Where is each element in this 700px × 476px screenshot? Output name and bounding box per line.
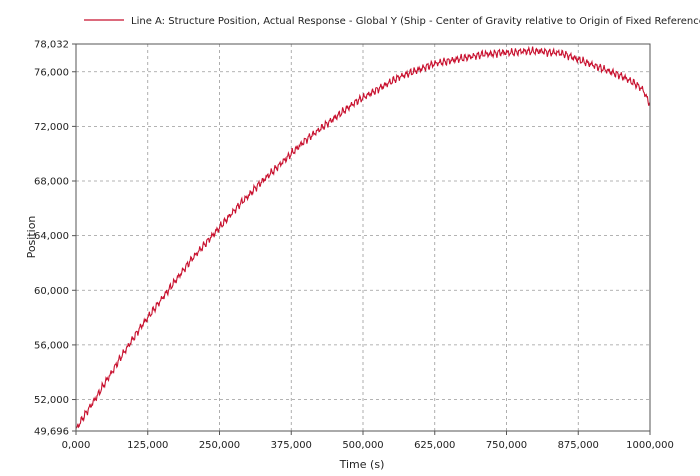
y-tick-label: 49,696 bbox=[34, 427, 69, 438]
grid bbox=[76, 44, 650, 431]
y-tick-label: 72,000 bbox=[34, 122, 69, 133]
y-tick-label: 60,000 bbox=[34, 286, 69, 297]
x-axis: 0,000 125,000 250,000 375,000 500,000 625,000… bbox=[62, 431, 674, 451]
y-axis-title: Position bbox=[25, 216, 38, 259]
x-tick-label: 250,000 bbox=[199, 440, 240, 451]
x-tick-label: 500,000 bbox=[342, 440, 383, 451]
x-tick-label: 375,000 bbox=[271, 440, 312, 451]
x-tick-label: 875,000 bbox=[558, 440, 599, 451]
y-tick-label: 76,000 bbox=[34, 67, 69, 78]
y-axis: 49,696 52,000 56,000 60,000 64,000 68,000 72,0… bbox=[34, 40, 76, 438]
legend-label: Line A: Structure Position, Actual Respo… bbox=[131, 16, 700, 27]
y-tick-label: 64,000 bbox=[34, 231, 69, 242]
x-tick-label: 0,000 bbox=[62, 440, 91, 451]
y-tick-label: 68,000 bbox=[34, 177, 69, 188]
x-tick-label: 125,000 bbox=[127, 440, 168, 451]
y-tick-label: 78,032 bbox=[34, 40, 69, 51]
x-axis-title: Time (s) bbox=[339, 458, 385, 471]
legend: Line A: Structure Position, Actual Respo… bbox=[84, 16, 700, 27]
plot-area bbox=[75, 45, 651, 429]
series-line bbox=[75, 45, 651, 429]
x-tick-label: 1000,000 bbox=[626, 440, 674, 451]
y-tick-label: 52,000 bbox=[34, 395, 69, 406]
y-tick-label: 56,000 bbox=[34, 340, 69, 351]
x-tick-label: 750,000 bbox=[486, 440, 527, 451]
x-tick-label: 625,000 bbox=[414, 440, 455, 451]
